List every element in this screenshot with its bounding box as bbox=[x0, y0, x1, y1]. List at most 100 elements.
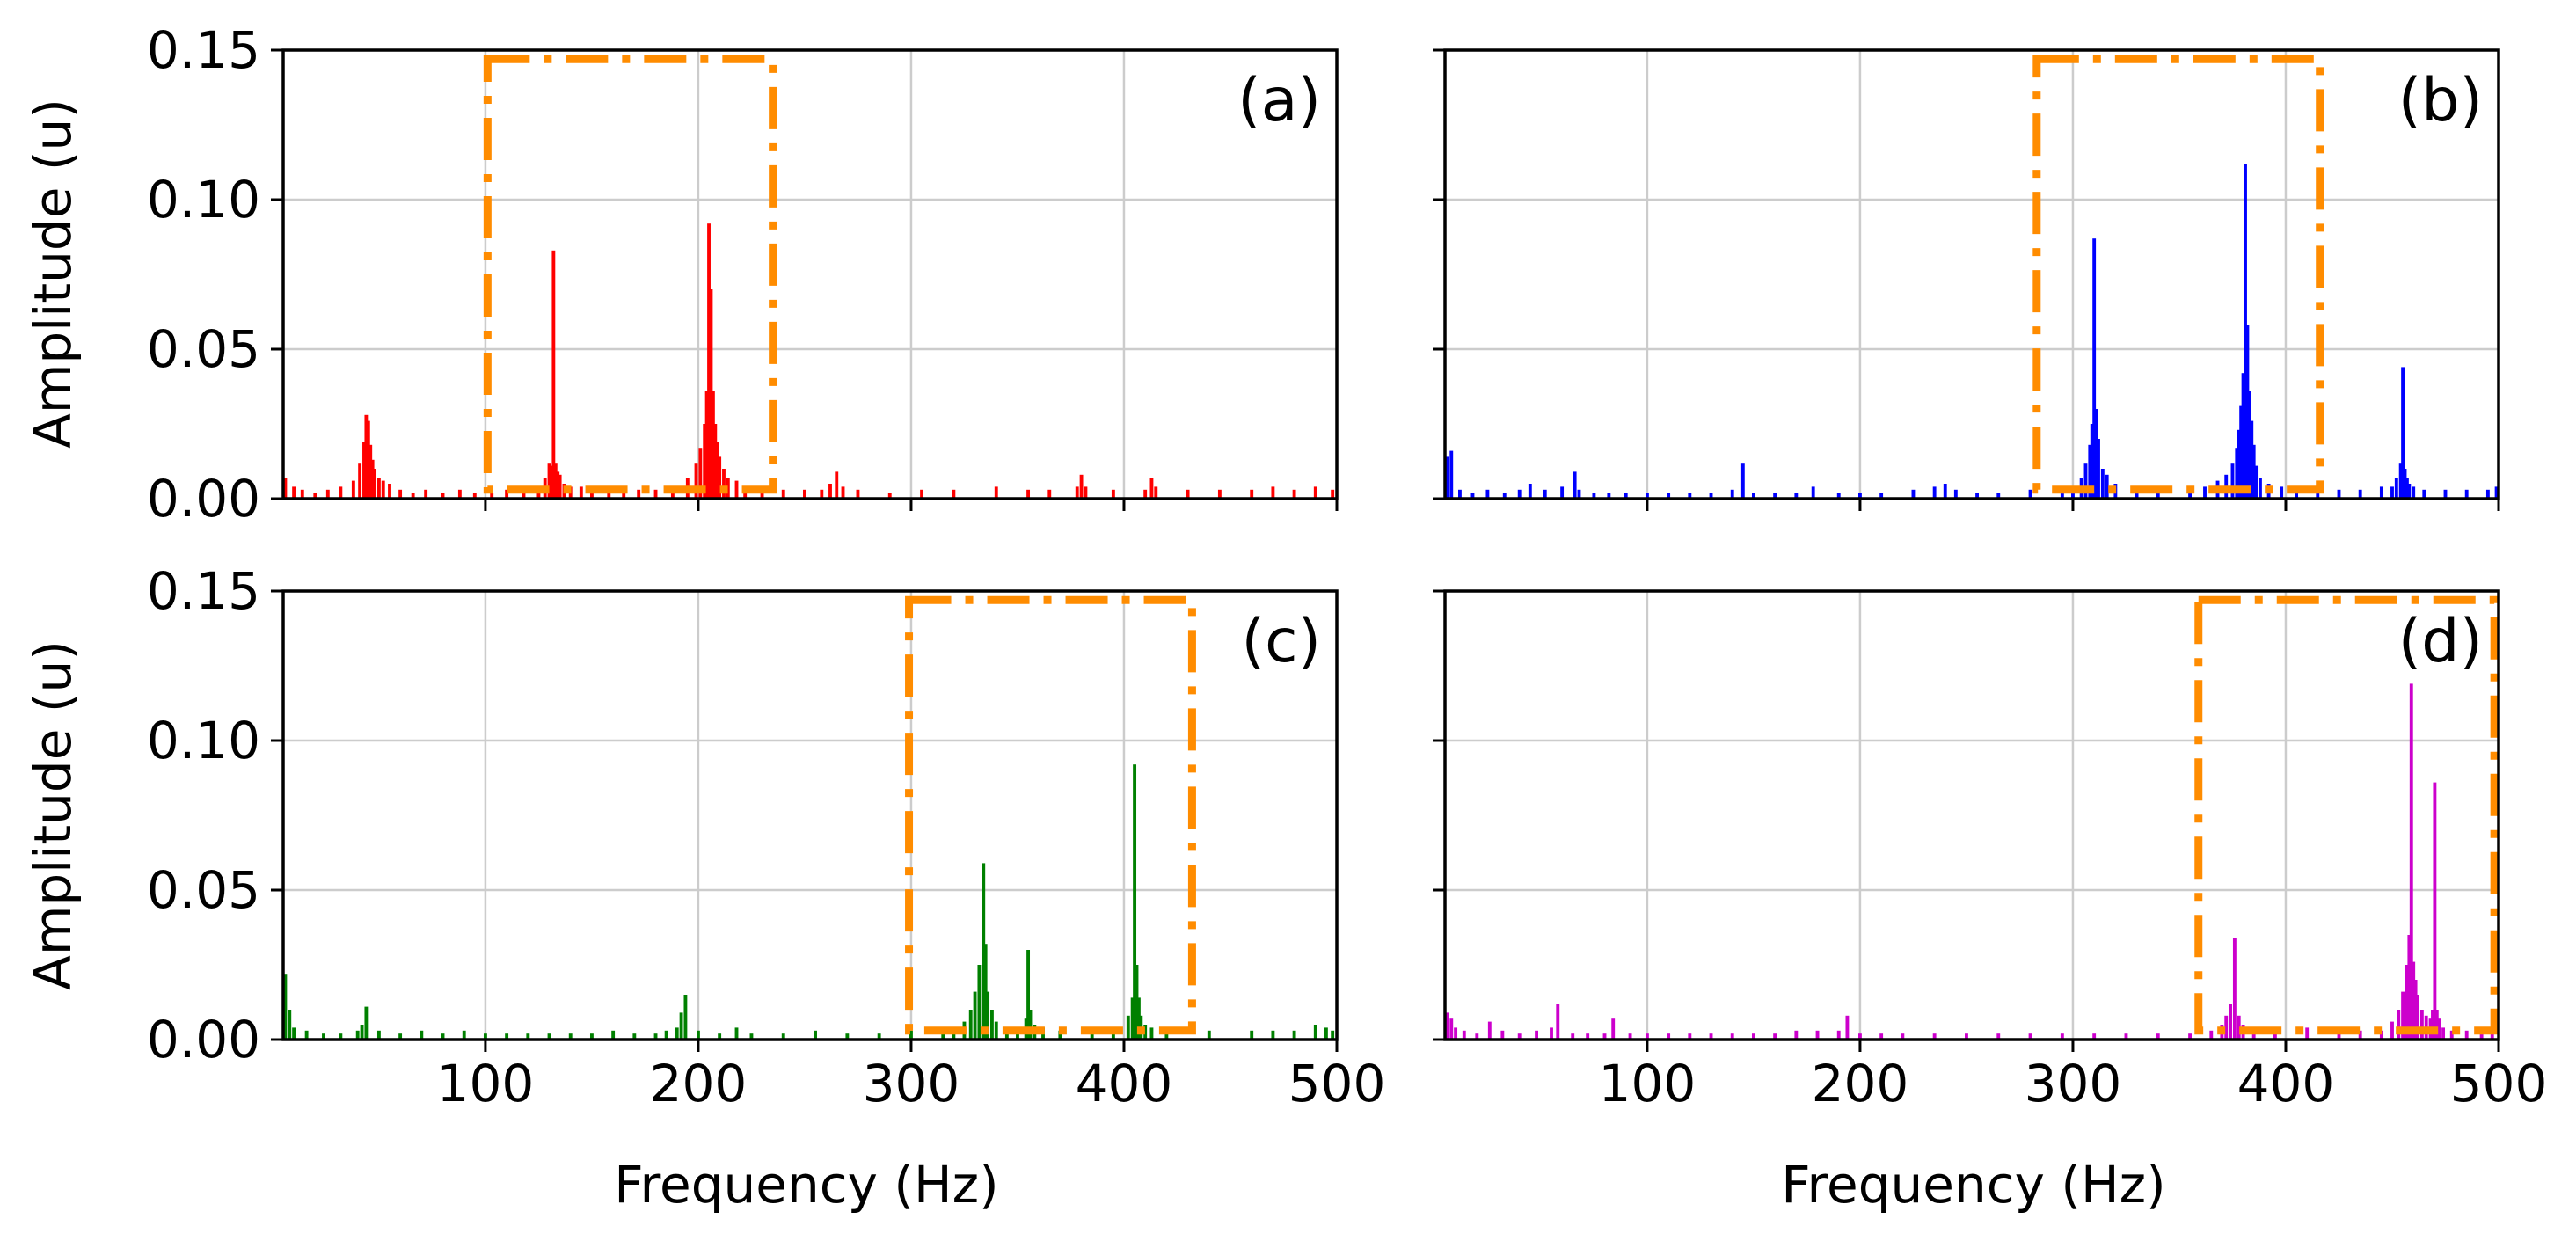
spectrum-bar bbox=[2230, 463, 2235, 499]
spectrum-bar bbox=[1271, 486, 1275, 499]
spectrum-bar bbox=[698, 448, 703, 499]
spectrum-bar bbox=[1047, 489, 1052, 499]
spectrum-bar bbox=[589, 1033, 594, 1040]
spectrum-bar bbox=[2379, 1030, 2383, 1040]
spectrum-bar bbox=[1126, 1015, 1130, 1040]
spectrum-bar bbox=[2390, 486, 2394, 499]
spectrum-bar bbox=[653, 1033, 658, 1040]
spectrum-bar bbox=[1462, 1030, 1466, 1040]
spectrum-bar bbox=[2407, 935, 2412, 1040]
spectrum-bar bbox=[2280, 486, 2284, 499]
spectrum-bar bbox=[2250, 420, 2254, 499]
spectrum-bar bbox=[2094, 409, 2098, 499]
spectrum-bar bbox=[1836, 493, 1841, 499]
spectrum-bar bbox=[376, 478, 381, 499]
spectrum-bar bbox=[1592, 493, 1596, 499]
spectrum-bar bbox=[2464, 1030, 2469, 1040]
spectrum-bar bbox=[457, 489, 462, 499]
spectrum-bar bbox=[2229, 1004, 2232, 1040]
spectrum-bar bbox=[909, 1030, 913, 1040]
spectrum-bar bbox=[2028, 1033, 2032, 1040]
spectrum-bar bbox=[1932, 1033, 1937, 1040]
spectrum-bar bbox=[288, 1010, 292, 1040]
spectrum-bar bbox=[424, 489, 428, 499]
spectrum-bar bbox=[2305, 1027, 2310, 1040]
spectrum-bar bbox=[381, 480, 385, 499]
spectrum-bar bbox=[2245, 325, 2250, 499]
spectrum-bar bbox=[1445, 456, 1449, 499]
spectrum-bar bbox=[2397, 1010, 2401, 1040]
spectrum-bar bbox=[2405, 965, 2409, 1040]
y-tick-label: 0.10 bbox=[147, 170, 260, 230]
spectrum-bar bbox=[1475, 1033, 1479, 1040]
spectrum-bar bbox=[1645, 1033, 1649, 1040]
spectrum-bar bbox=[1688, 493, 1692, 499]
spectrum-bar bbox=[1815, 1030, 1820, 1040]
spectrum-bar bbox=[376, 1030, 381, 1040]
spectrum-bar bbox=[339, 486, 343, 499]
spectrum-bar bbox=[1324, 1027, 1328, 1040]
spectrum-bar bbox=[1911, 489, 1916, 499]
spectrum-bar bbox=[2409, 683, 2413, 1040]
spectrum-bar bbox=[1449, 450, 1454, 499]
x-tick-label: 400 bbox=[2237, 1054, 2335, 1113]
spectrum-bar bbox=[1500, 1030, 1505, 1040]
x-tick-label: 400 bbox=[1076, 1054, 1173, 1113]
highlight-box bbox=[483, 55, 777, 494]
y-tick-label: 0.05 bbox=[147, 860, 260, 920]
spectrum-bar bbox=[1794, 1030, 1799, 1040]
spectrum-bar bbox=[1628, 1033, 1632, 1040]
y-axis-title-top: Amplitude (u) bbox=[23, 99, 83, 449]
spectrum-bar bbox=[1573, 471, 1577, 499]
spectrum-bar bbox=[781, 489, 785, 499]
spectrum-bar bbox=[1688, 1033, 1692, 1040]
spectrum-bar bbox=[2358, 489, 2362, 499]
spectrum-bar bbox=[1730, 489, 1734, 499]
spectrum-bar bbox=[2403, 469, 2407, 499]
spectrum-bar bbox=[369, 444, 373, 499]
spectrum-bar bbox=[1084, 486, 1088, 499]
spectrum-bar bbox=[2247, 391, 2251, 499]
spectrum-bar bbox=[749, 1033, 754, 1040]
spectrum-bar bbox=[1577, 489, 1581, 499]
spectrum-bar bbox=[2237, 429, 2241, 499]
spectrum-bar bbox=[505, 489, 509, 499]
spectrum-bar bbox=[711, 391, 715, 499]
spectrum-bar bbox=[556, 471, 560, 499]
spectrum-bar bbox=[483, 1033, 487, 1040]
spectrum-bar bbox=[632, 1033, 637, 1040]
spectrum-bar bbox=[1773, 1033, 1777, 1040]
spectrum-bar bbox=[2188, 489, 2193, 499]
spectrum-bar bbox=[1250, 1030, 1254, 1040]
spectrum-bar bbox=[1271, 1030, 1275, 1040]
spectrum-bar bbox=[887, 493, 892, 499]
spectrum-bar bbox=[1932, 486, 1937, 499]
axes-frame bbox=[281, 48, 1339, 500]
spectrum-bar bbox=[1571, 1033, 1575, 1040]
spectrum-bar bbox=[653, 489, 658, 499]
spectrum-bar bbox=[2416, 995, 2419, 1040]
subplot-b: (b) bbox=[1433, 48, 2500, 511]
spectrum-bar bbox=[2156, 1033, 2160, 1040]
spectrum-bar bbox=[709, 289, 713, 499]
spectrum-bar bbox=[355, 1030, 360, 1040]
spectrum-bar bbox=[2232, 938, 2237, 1040]
spectrum-bar bbox=[2083, 463, 2088, 499]
spectrum-bar bbox=[989, 1010, 994, 1040]
spectrum-bar bbox=[2237, 1015, 2241, 1040]
panel-label: (d) bbox=[2398, 607, 2483, 676]
spectrum-bar bbox=[722, 469, 726, 499]
spectrum-bar bbox=[388, 484, 391, 499]
spectrum-bar bbox=[505, 1033, 509, 1040]
spectrum-bar bbox=[462, 1030, 466, 1040]
x-tick-label: 100 bbox=[1599, 1054, 1697, 1113]
spectrum-bar bbox=[2407, 484, 2412, 499]
spectrum-bar bbox=[781, 1033, 785, 1040]
spectrum-bar bbox=[364, 414, 369, 499]
spectrum-bar bbox=[1136, 997, 1141, 1040]
spectrum-bar bbox=[2337, 1030, 2341, 1040]
spectrum-bar bbox=[2156, 489, 2160, 499]
spectrum-bar bbox=[358, 463, 362, 499]
panel-label: (c) bbox=[1242, 607, 1321, 676]
spectrum-bar bbox=[1485, 489, 1490, 499]
